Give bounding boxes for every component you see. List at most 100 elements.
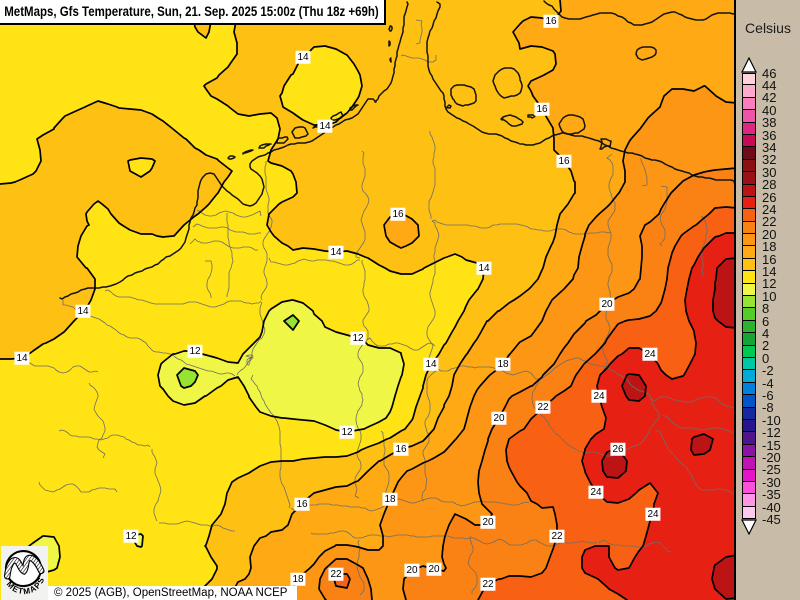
isotherm-label: 20 bbox=[491, 411, 507, 425]
isotherm-label: 16 bbox=[534, 102, 550, 116]
colorbar-cell bbox=[742, 196, 756, 210]
colorbar-tick: -30 bbox=[762, 474, 781, 490]
isotherm-label: 20 bbox=[480, 515, 496, 529]
colorbar-tick: -35 bbox=[762, 487, 781, 503]
isotherm-label: 16 bbox=[294, 497, 310, 511]
isotherm-label: 22 bbox=[328, 567, 344, 581]
colorbar-tick: 40 bbox=[762, 102, 777, 118]
colorbar-tick: -10 bbox=[762, 412, 781, 428]
isotherm-label: 24 bbox=[591, 389, 607, 403]
isotherm-label: 14 bbox=[75, 304, 91, 318]
colorbar-tick: -2 bbox=[762, 363, 774, 379]
metmaps-logo-icon: METMAPS bbox=[4, 549, 49, 599]
isotherm-label: 14 bbox=[476, 261, 492, 275]
isotherm-label: 14 bbox=[317, 119, 333, 133]
isotherm-label: 12 bbox=[187, 344, 203, 358]
isotherm-label: 18 bbox=[382, 492, 398, 506]
colorbar-tick: 20 bbox=[762, 226, 777, 242]
isotherm-label: 14 bbox=[423, 357, 439, 371]
colorbar-tick: 2 bbox=[762, 338, 770, 354]
colorbar-tick: 44 bbox=[762, 77, 777, 93]
colorbar-tick: 46 bbox=[762, 65, 777, 81]
colorbar-cell bbox=[742, 407, 756, 420]
isotherm-label: 20 bbox=[404, 563, 420, 577]
isotherm-label: 26 bbox=[610, 442, 626, 456]
temperature-fill-bands bbox=[0, 0, 737, 600]
isotherm-label: 12 bbox=[350, 331, 366, 345]
isotherm-label: 14 bbox=[328, 245, 344, 259]
colorbar-tick: 0 bbox=[762, 350, 770, 366]
colorbar-tick: 24 bbox=[762, 201, 777, 217]
colorbar-tick: 38 bbox=[762, 115, 777, 131]
colorbar-cell bbox=[742, 296, 756, 309]
colorbar-cell bbox=[742, 370, 756, 383]
isotherm-label: 18 bbox=[495, 357, 511, 371]
isotherm-label: 22 bbox=[549, 529, 565, 543]
map-sidebar-divider bbox=[734, 0, 736, 600]
colorbar-cell bbox=[742, 159, 756, 173]
temperature-map: 14 14 16 16 16 16 14 20 24 14 12 14 12 14 12 16 14 18 22 20… bbox=[0, 0, 738, 600]
colorbar-tick: 32 bbox=[762, 152, 777, 168]
colorbar-tick: -25 bbox=[762, 462, 781, 478]
isotherm-label: 16 bbox=[556, 154, 572, 168]
colorbar-cell bbox=[742, 333, 756, 346]
colorbar-tick: 36 bbox=[762, 127, 777, 143]
colorbar-title: Celsius bbox=[745, 20, 791, 36]
colorbar-tick: -8 bbox=[762, 400, 774, 416]
colorbar-cell bbox=[742, 85, 756, 98]
isotherm-label: 16 bbox=[393, 442, 409, 456]
colorbar-cell bbox=[742, 419, 756, 433]
colorbar-cells bbox=[742, 73, 756, 520]
colorbar-cell bbox=[742, 221, 756, 235]
colorbar-cell bbox=[742, 97, 756, 111]
colorbar-sidebar: Celsius 46 44 42 40 38 36 34 32 30 28 26 24 22 20 18 16… bbox=[736, 0, 800, 600]
colorbar-tick: 22 bbox=[762, 214, 777, 230]
colorbar-cell bbox=[742, 395, 756, 408]
temperature-contour-svg bbox=[0, 0, 738, 600]
colorbar-cell bbox=[742, 258, 756, 272]
colorbar-tick: -15 bbox=[762, 437, 781, 453]
colorbar-cell bbox=[742, 320, 756, 334]
colorbar-cell bbox=[742, 134, 756, 148]
colorbar-cell bbox=[742, 271, 756, 284]
colorbar-tick: 14 bbox=[762, 263, 777, 279]
colorbar-tick: 28 bbox=[762, 177, 777, 193]
colorbar-cell bbox=[742, 432, 756, 445]
colorbar-tick: -20 bbox=[762, 449, 781, 465]
colorbar-cell bbox=[742, 283, 756, 297]
isotherm-label: 12 bbox=[339, 425, 355, 439]
colorbar-cell bbox=[742, 494, 756, 507]
copyright-bar: © 2025 (AGB), OpenStreetMap, NOAA NCEP bbox=[48, 586, 297, 600]
colorbar-tick: 30 bbox=[762, 164, 777, 180]
colorbar-cell bbox=[742, 147, 756, 160]
isotherm-label: 24 bbox=[642, 347, 658, 361]
isotherm-label: 22 bbox=[480, 577, 496, 591]
colorbar-cell bbox=[742, 506, 756, 520]
isotherm-label: 16 bbox=[543, 14, 559, 28]
colorbar-tick: 6 bbox=[762, 313, 770, 329]
colorbar-cell bbox=[742, 234, 756, 247]
colorbar-cell bbox=[742, 357, 756, 371]
title-bar: MetMaps, Gfs Temperature, Sun, 21. Sep. … bbox=[0, 0, 386, 25]
colorbar-cell bbox=[742, 246, 756, 259]
isotherm-label: 18 bbox=[290, 572, 306, 586]
colorbar-cell bbox=[742, 444, 756, 458]
colorbar-arrow-top-icon bbox=[741, 57, 757, 73]
colorbar-cell bbox=[742, 457, 756, 470]
map-title: MetMaps, Gfs Temperature, Sun, 21. Sep. … bbox=[4, 4, 379, 19]
colorbar-tick: 34 bbox=[762, 139, 777, 155]
colorbar-cell bbox=[742, 184, 756, 197]
isotherm-label: 20 bbox=[426, 562, 442, 576]
colorbar-arrow-bottom-icon bbox=[741, 519, 757, 536]
isotherm-label: 20 bbox=[599, 297, 615, 311]
metmaps-logo: METMAPS bbox=[1, 546, 49, 600]
isotherm-label: 14 bbox=[14, 351, 30, 365]
colorbar-cell bbox=[742, 469, 756, 482]
isotherm-label: 16 bbox=[390, 207, 406, 221]
colorbar-cell bbox=[742, 122, 756, 135]
colorbar-tick: 42 bbox=[762, 90, 777, 106]
colorbar-tick: -6 bbox=[762, 387, 774, 403]
colorbar-tick: 12 bbox=[762, 276, 777, 292]
colorbar-tick: 18 bbox=[762, 239, 777, 255]
